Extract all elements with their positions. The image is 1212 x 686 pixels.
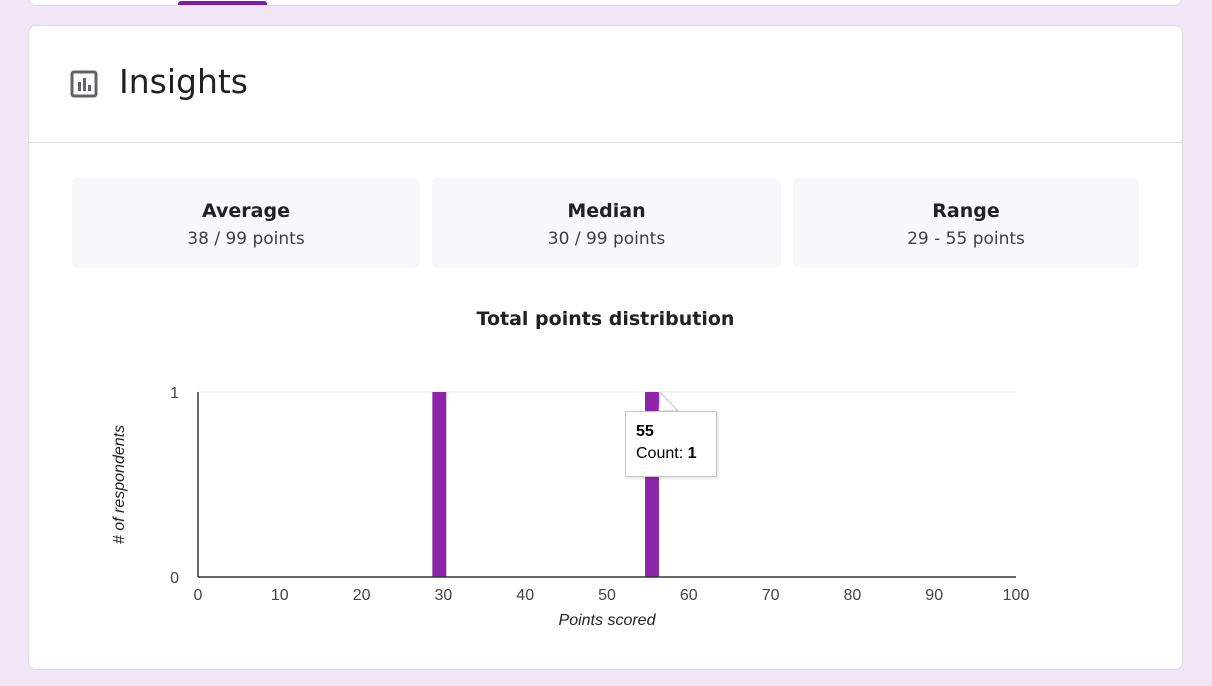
summary-stats: Average 38 / 99 points Median 30 / 99 po… <box>72 178 1140 268</box>
stat-value: 38 / 99 points <box>187 229 305 249</box>
x-tick-label: 50 <box>598 587 616 604</box>
tooltip-count: Count: 1 <box>636 445 697 463</box>
x-tick-label: 80 <box>844 587 862 604</box>
x-tick-label: 30 <box>435 587 453 604</box>
insights-card: Insights Average 38 / 99 points Median 3… <box>28 25 1183 670</box>
stat-label: Average <box>202 200 290 222</box>
stat-range: Range 29 - 55 points <box>793 178 1139 268</box>
bar-29 <box>432 392 447 577</box>
previous-card <box>28 0 1182 6</box>
card-header: Insights <box>29 26 1182 143</box>
y-axis-title: # of respondents <box>111 425 128 544</box>
x-tick-label: 40 <box>516 587 534 604</box>
tooltip-pointer <box>658 390 680 412</box>
stat-label: Median <box>567 200 646 222</box>
stat-label: Range <box>932 200 1000 222</box>
x-tick-label: 60 <box>680 587 698 604</box>
chart-title: Total points distribution <box>476 308 735 330</box>
tooltip-count-label: Count: <box>636 445 684 462</box>
page-title: Insights <box>119 62 249 101</box>
points-distribution-chart: 0 10 20 30 40 50 60 70 80 90 100 0 1 Points scored # o… <box>111 385 1030 629</box>
y-tick-label: 0 <box>170 570 179 587</box>
tooltip-x-value: 55 <box>636 423 654 440</box>
active-tab-indicator <box>178 1 267 5</box>
stat-value: 30 / 99 points <box>547 229 666 249</box>
x-tick-label: 20 <box>353 587 371 604</box>
stat-value: 29 - 55 points <box>907 229 1025 249</box>
x-tick-label: 100 <box>1003 587 1030 604</box>
bar-chart-icon <box>70 70 98 98</box>
y-tick-label: 1 <box>170 385 179 402</box>
stat-average: Average 38 / 99 points <box>72 178 420 268</box>
stat-median: Median 30 / 99 points <box>432 178 781 268</box>
x-tick-label: 70 <box>762 587 780 604</box>
x-axis-title: Points scored <box>559 612 657 629</box>
x-tick-label: 90 <box>925 587 943 604</box>
x-tick-label: 0 <box>194 587 203 604</box>
x-tick-label: 10 <box>271 587 289 604</box>
chart-tooltip: 55 Count: 1 <box>625 411 717 477</box>
tooltip-count-value: 1 <box>687 445 697 462</box>
